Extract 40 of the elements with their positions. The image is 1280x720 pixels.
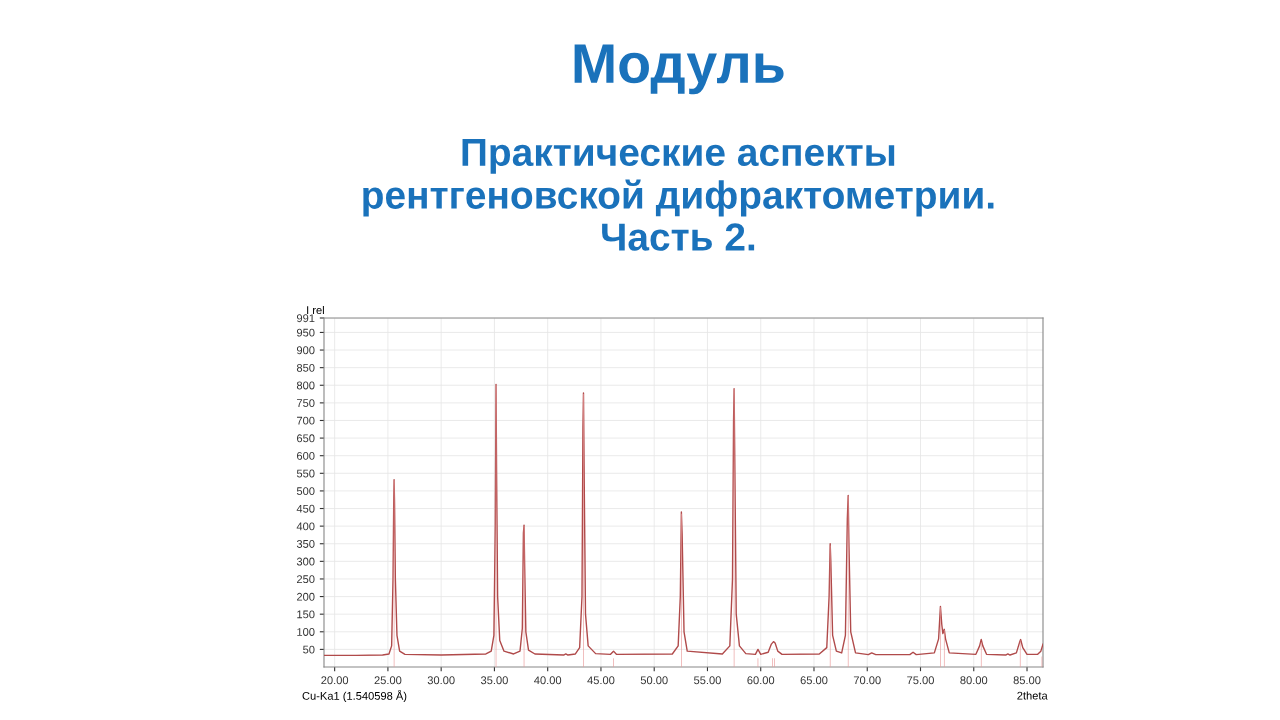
y-tick-label: 350 — [296, 540, 315, 548]
y-tick-label: 300 — [296, 557, 315, 566]
x-tick-label: 55.00 — [694, 676, 721, 685]
y-tick-label: 800 — [296, 381, 315, 390]
x-tick-label: 70.00 — [853, 676, 881, 685]
x-tick-label: 80.00 — [960, 676, 988, 685]
y-tick-label: 100 — [297, 628, 315, 636]
line-series — [324, 383, 1043, 657]
y-tick-label: 600 — [297, 451, 315, 460]
x-tick-label: 75.00 — [907, 676, 934, 685]
chart-subtitle: Практические аспекты рентгеновской дифрактометрии. Часть 2. — [363, 138, 994, 251]
y-tick-label: 500 — [296, 487, 315, 496]
y-tick-label: 650 — [297, 434, 315, 443]
y-tick-label: 750 — [297, 399, 315, 408]
x-tick-label: 65.00 — [800, 676, 828, 685]
y-tick-label: 991 — [296, 314, 315, 323]
y-tick-label: 250 — [296, 575, 315, 584]
x-tick-label: 85.00 — [1013, 676, 1041, 685]
y-tick-label: 400 — [296, 522, 315, 531]
x-tick-label: 30.00 — [427, 676, 455, 685]
y-tick-label: 900 — [296, 346, 315, 355]
x-tick-label: 45.00 — [587, 676, 615, 685]
x-tick-label: 35.00 — [480, 676, 508, 685]
chart-title: Модуль — [574, 44, 784, 95]
y-tick-label: 550 — [296, 469, 315, 478]
y-tick-label: 950 — [296, 328, 315, 337]
y-tick-label: 50 — [303, 645, 315, 654]
x-tick-label: 60.00 — [747, 676, 775, 685]
y-tick-label: 850 — [296, 363, 315, 372]
y-tick-label: 450 — [296, 504, 315, 513]
x-tick-label: 20.00 — [321, 676, 349, 685]
x-tick-label: 25.00 — [374, 676, 402, 685]
y-tick-label: 150 — [297, 610, 315, 619]
x-tick-label: 50.00 — [640, 676, 668, 685]
x-axis-title: 2theta — [1017, 691, 1048, 700]
y-tick-label: 700 — [297, 416, 315, 425]
y-axis-title: I rel — [307, 305, 324, 315]
y-tick-label: 200 — [296, 592, 315, 601]
text: Cu-Ka1 (1.540598 Å) — [302, 689, 407, 703]
x-tick-label: 40.00 — [534, 676, 562, 685]
